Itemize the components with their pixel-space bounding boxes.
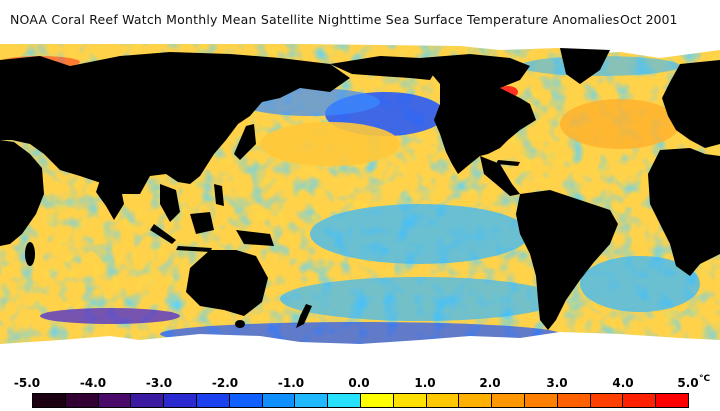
borneo: [190, 212, 214, 234]
cuba: [496, 160, 520, 166]
colorbar-swatch: [557, 394, 591, 407]
south-america: [516, 190, 618, 330]
colorbar-swatch: [328, 394, 361, 407]
tick-label: -5.0: [13, 376, 41, 390]
sumatra: [150, 224, 176, 244]
new-guinea: [236, 230, 274, 246]
colorbar-swatch: [590, 394, 624, 407]
europe: [662, 60, 720, 148]
colorbar-swatch: [33, 394, 66, 407]
southern-ocean-purple: [40, 308, 180, 324]
colorbar: [32, 393, 689, 408]
antarctica-ice: [0, 332, 720, 372]
alaska: [330, 56, 440, 80]
east-pacific-cool: [310, 204, 530, 264]
java: [176, 246, 212, 252]
colorbar-swatch: [656, 394, 688, 407]
sst-anomaly-map: [0, 44, 720, 372]
tick-label: 2.0: [479, 376, 501, 390]
india: [96, 180, 124, 220]
tick-label: -3.0: [145, 376, 173, 390]
tick-label: 0.0: [348, 376, 370, 390]
africa-east: [648, 148, 720, 276]
tick-label: -2.0: [211, 376, 239, 390]
colorbar-swatch: [295, 394, 329, 407]
map-date: Oct 2001: [620, 12, 678, 27]
tasmania: [235, 320, 245, 328]
colorbar-swatch: [131, 394, 165, 407]
colorbar-swatch: [262, 394, 296, 407]
colorbar-swatch: [426, 394, 460, 407]
tick-label: -1.0: [277, 376, 305, 390]
colorbar-labels: -5.0 -4.0 -3.0 -2.0 -1.0 0.0 1.0 2.0 3.0…: [0, 374, 720, 392]
colorbar-swatch: [98, 394, 132, 407]
new-zealand: [296, 304, 312, 328]
madagascar: [25, 242, 35, 266]
colorbar-swatch: [196, 394, 230, 407]
tick-label: 3.0: [546, 376, 568, 390]
south-atlantic-cool: [580, 256, 700, 312]
north-pacific-warm: [260, 122, 400, 166]
map-title: NOAA Coral Reef Watch Monthly Mean Satel…: [10, 12, 620, 27]
colorbar-swatch: [65, 394, 99, 407]
colorbar-swatch: [492, 394, 525, 407]
colorbar-swatch: [393, 394, 427, 407]
tick-label: 4.0: [612, 376, 634, 390]
philippines: [214, 184, 224, 206]
tick-label: -4.0: [79, 376, 107, 390]
africa: [0, 140, 44, 246]
title-bar: NOAA Coral Reef Watch Monthly Mean Satel…: [0, 0, 720, 44]
unit-label: °C: [699, 374, 711, 384]
south-pacific-cool: [280, 277, 560, 321]
indochina: [160, 184, 180, 222]
eurasia: [0, 52, 350, 194]
greenland: [560, 48, 610, 84]
australia: [186, 250, 268, 316]
arctic-ice: [0, 44, 720, 58]
colorbar-swatch: [229, 394, 263, 407]
colorbar-swatch: [459, 394, 493, 407]
japan: [234, 124, 256, 160]
colorbar-swatch: [623, 394, 657, 407]
colorbar-swatch: [164, 394, 197, 407]
north-atlantic-warm: [560, 99, 680, 149]
tick-label: 5.0: [677, 376, 699, 390]
north-america: [420, 54, 536, 174]
land: [0, 48, 720, 330]
colorbar-swatch: [360, 394, 394, 407]
tick-label: 1.0: [414, 376, 436, 390]
central-america: [480, 156, 520, 196]
colorbar-swatch: [524, 394, 558, 407]
